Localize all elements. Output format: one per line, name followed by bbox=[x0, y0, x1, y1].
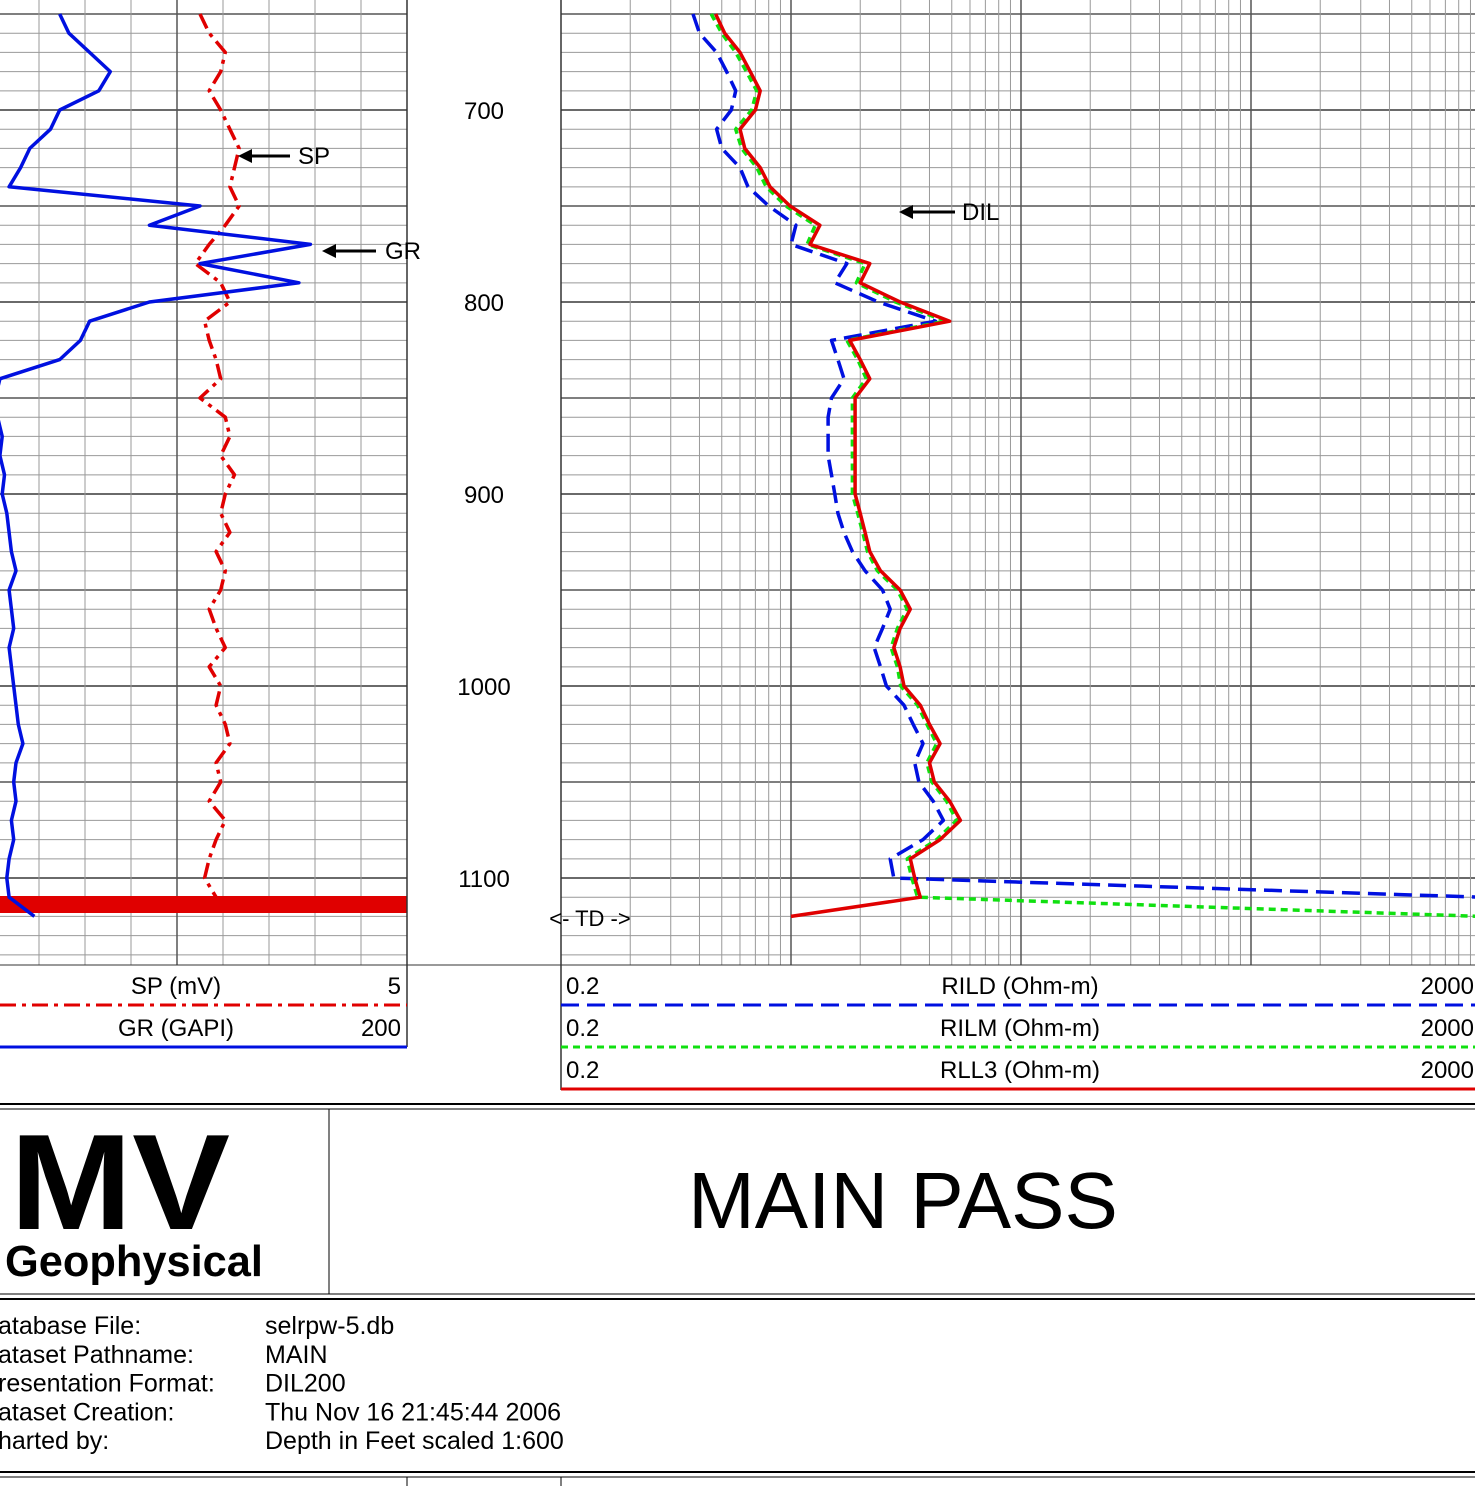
log-curve bbox=[691, 13, 1475, 899]
scale-max: 200 bbox=[361, 1015, 401, 1042]
info-label: harted by: bbox=[0, 1427, 109, 1455]
info: atabase File: selrpw-5.db ataset Pathname:… bbox=[0, 1312, 564, 1455]
legend-name: RILD (Ohm-m) bbox=[941, 973, 1098, 1000]
log-curve bbox=[709, 13, 1475, 918]
info-value: selrpw-5.db bbox=[265, 1312, 394, 1340]
legend-name: SP (mV) bbox=[131, 973, 221, 1000]
scale-max: 5 bbox=[388, 973, 401, 1000]
annotation: GR bbox=[385, 238, 421, 265]
info-value: DIL200 bbox=[265, 1370, 346, 1398]
scale-min: 0.2 bbox=[566, 1015, 599, 1042]
scale-max: 2000 bbox=[1421, 1015, 1474, 1042]
info-label: ataset Creation: bbox=[0, 1398, 175, 1426]
annotation: DIL bbox=[962, 199, 999, 226]
info-label: ataset Pathname: bbox=[0, 1341, 194, 1369]
depth-label: 700 bbox=[464, 98, 504, 125]
info-value: MAIN bbox=[265, 1341, 328, 1369]
scale-max: 2000 bbox=[1421, 1057, 1474, 1084]
logo-mark: MV bbox=[10, 1106, 230, 1258]
legend: SP (mV) 5 GR (GAPI) 200 0.2 RILD (Ohm-m) 2000 0… bbox=[0, 973, 1475, 1091]
log-curve bbox=[714, 13, 963, 919]
scale-min: 0.2 bbox=[566, 1057, 599, 1084]
legend-name: RLL3 (Ohm-m) bbox=[940, 1057, 1100, 1084]
log-curve bbox=[193, 13, 241, 899]
legend-name: GR (GAPI) bbox=[118, 1015, 234, 1042]
info-value: Thu Nov 16 21:45:44 2006 bbox=[265, 1398, 561, 1426]
info-label: atabase File: bbox=[0, 1312, 141, 1340]
title: MAIN PASS bbox=[688, 1156, 1118, 1245]
arrow-head bbox=[238, 149, 252, 163]
curves bbox=[0, 13, 1475, 919]
log-curve bbox=[0, 13, 313, 918]
annotations: SP GR DIL <- TD -> bbox=[238, 143, 999, 931]
depth-label: 1100 bbox=[458, 866, 510, 893]
td-label: <- TD -> bbox=[549, 906, 631, 931]
legend-name: RILM (Ohm-m) bbox=[940, 1015, 1100, 1042]
scale-min: 0.2 bbox=[566, 973, 599, 1000]
sp-noise-band bbox=[0, 896, 407, 913]
depth-label: 800 bbox=[464, 290, 504, 317]
arrow-head bbox=[322, 244, 336, 258]
annotation: SP bbox=[298, 143, 330, 170]
logo-text: Geophysical bbox=[5, 1237, 263, 1286]
info-label: resentation Format: bbox=[0, 1370, 215, 1398]
depth-label: 1000 bbox=[457, 674, 510, 701]
arrow-head bbox=[899, 205, 913, 219]
info-value: Depth in Feet scaled 1:600 bbox=[265, 1427, 564, 1455]
scale-max: 2000 bbox=[1421, 973, 1474, 1000]
grid: 700 800 900 1000 1100 bbox=[0, 0, 1475, 965]
depth-label: 900 bbox=[464, 482, 504, 509]
